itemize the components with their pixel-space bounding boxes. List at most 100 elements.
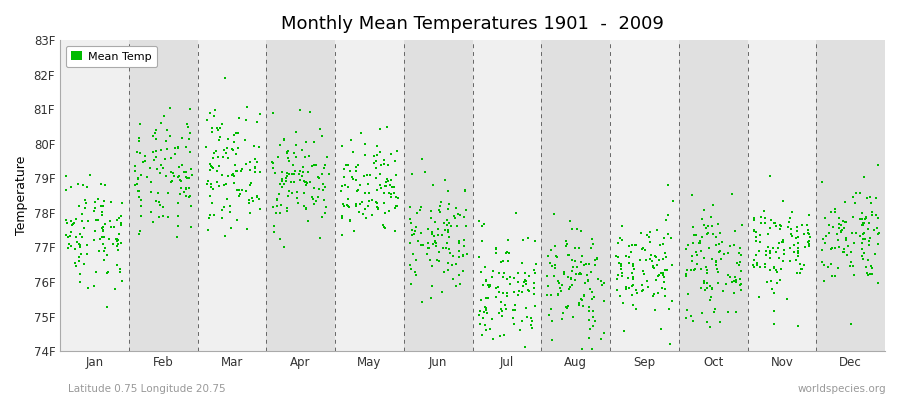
Point	[549, 252, 563, 259]
Point	[361, 180, 375, 187]
Point	[110, 242, 124, 249]
Point	[729, 279, 743, 285]
Point	[220, 136, 235, 143]
Point	[597, 280, 611, 286]
Point	[694, 285, 708, 291]
Point	[626, 282, 640, 288]
Point	[626, 260, 640, 267]
Point	[818, 215, 832, 222]
Point	[214, 172, 229, 178]
Point	[706, 309, 721, 316]
Point	[734, 222, 749, 228]
Point	[832, 225, 847, 231]
Point	[211, 154, 225, 160]
Point	[72, 244, 86, 250]
Text: worldspecies.org: worldspecies.org	[798, 384, 886, 394]
Point	[112, 230, 126, 237]
Point	[863, 270, 878, 277]
Point	[409, 268, 423, 275]
Point	[59, 172, 74, 179]
Point	[373, 125, 387, 132]
Point	[293, 168, 308, 174]
Point	[826, 224, 841, 230]
Point	[449, 282, 464, 289]
Point	[114, 220, 129, 226]
Point	[298, 179, 312, 185]
Point	[319, 204, 333, 210]
Point	[86, 283, 101, 290]
Point	[157, 203, 171, 210]
Point	[518, 276, 533, 283]
Point	[661, 182, 675, 189]
Point	[597, 298, 611, 304]
Point	[869, 224, 884, 231]
Point	[153, 147, 167, 154]
Point	[725, 278, 740, 285]
Point	[114, 222, 129, 228]
Point	[864, 200, 878, 206]
Point	[652, 290, 666, 296]
Point	[801, 227, 815, 234]
Point	[616, 328, 631, 334]
Point	[250, 159, 265, 165]
Point	[563, 284, 578, 290]
Point	[416, 242, 430, 248]
Point	[582, 304, 597, 310]
Point	[296, 164, 310, 170]
Point	[661, 212, 675, 218]
Point	[216, 204, 230, 210]
Point	[860, 194, 874, 201]
Point	[406, 231, 420, 237]
Point	[767, 265, 781, 271]
Point	[349, 168, 364, 174]
Point	[336, 200, 350, 207]
Point	[852, 190, 867, 196]
Point	[801, 243, 815, 249]
Point	[383, 191, 398, 197]
Point	[133, 121, 148, 127]
Point	[557, 271, 572, 277]
Point	[148, 198, 163, 204]
Point	[171, 222, 185, 229]
Point	[641, 284, 655, 290]
Point	[153, 162, 167, 169]
Point	[238, 188, 253, 194]
Point	[501, 237, 516, 243]
Point	[728, 274, 742, 281]
Point	[871, 215, 886, 222]
Point	[146, 219, 160, 226]
Point	[585, 236, 599, 242]
Point	[148, 126, 163, 133]
Point	[340, 162, 355, 168]
Point	[790, 234, 805, 240]
Point	[428, 232, 442, 239]
Point	[542, 312, 556, 318]
Point	[699, 284, 714, 291]
Point	[861, 220, 876, 227]
Point	[307, 162, 321, 168]
Point	[561, 274, 575, 280]
Point	[702, 245, 716, 251]
Point	[843, 263, 858, 269]
Point	[228, 161, 242, 168]
Point	[269, 196, 284, 203]
Point	[727, 278, 742, 285]
Point	[266, 165, 281, 171]
Point	[248, 156, 262, 162]
Point	[307, 184, 321, 191]
Point	[233, 191, 248, 198]
Point	[389, 172, 403, 178]
Point	[576, 293, 590, 300]
Point	[435, 289, 449, 295]
Point	[747, 264, 761, 270]
Point	[207, 212, 221, 218]
Point	[484, 316, 499, 322]
Point	[679, 271, 693, 277]
Point	[238, 137, 252, 143]
Point	[128, 182, 142, 188]
Point	[548, 261, 562, 268]
Point	[520, 234, 535, 241]
Point	[494, 298, 508, 305]
Point	[97, 257, 112, 263]
Point	[666, 198, 680, 204]
